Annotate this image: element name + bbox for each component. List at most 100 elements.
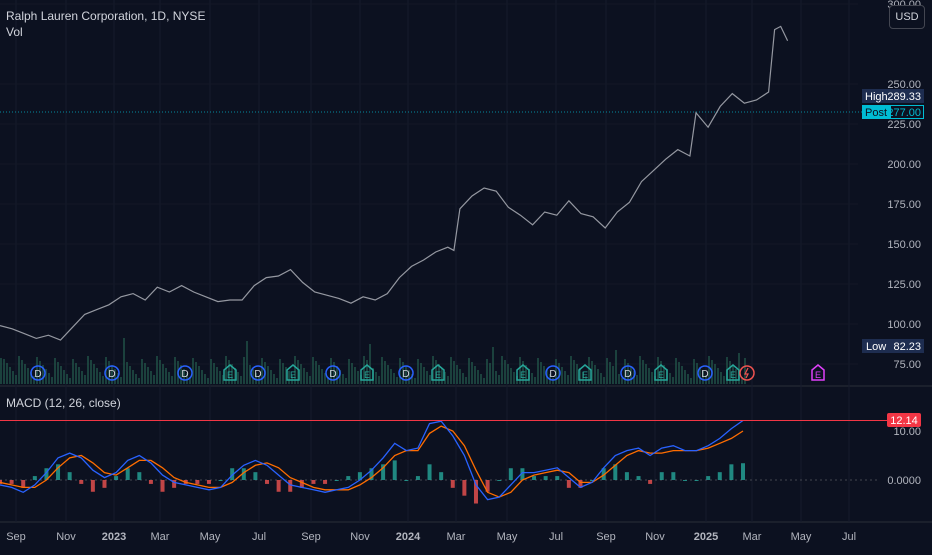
time-tick-label: Jul [252,531,266,543]
volume-bar [708,356,710,384]
volume-bar [345,378,347,384]
volume-bar [255,373,257,384]
volume-bar [636,375,638,384]
high-tag-value: 289.33 [887,91,921,103]
dividend-marker-label: D [402,369,409,380]
time-tick-label: Jul [842,531,856,543]
volume-bar [96,368,98,384]
volume-bar [597,369,599,384]
volume-bar [0,358,2,384]
macd-histogram-bar [682,480,687,481]
volume-bar [294,356,296,384]
volume-bar [723,376,725,384]
volume-bar [354,367,356,384]
volume-bar [600,373,602,384]
earnings-marker [654,364,668,381]
axis-layer: 325.00300.00250.00225.00200.00175.00150.… [6,0,921,543]
volume-legend[interactable]: Vol [6,25,23,39]
macd-histogram-bar [671,472,676,480]
macd-histogram-bar [369,468,374,480]
macd-histogram-bar [427,464,432,480]
symbol-title[interactable]: Ralph Lauren Corporation, 1D, NYSE [6,9,206,23]
volume-bar [120,377,122,384]
volume-bar [42,365,44,384]
macd-histogram-bar [543,476,548,480]
macd-histogram-bar [566,480,571,488]
earnings-marker [223,364,237,381]
earnings-marker-label: E [227,370,233,380]
volume-bar [309,376,311,384]
macd-histogram-bar [32,476,37,480]
currency-button[interactable]: USD [889,5,925,29]
price-tick-label: 200.00 [887,159,921,171]
earnings-marker [360,364,374,381]
volume-bar [477,370,479,384]
volume-bar [63,370,65,384]
macd-histogram-bar [415,476,420,480]
volume-bar [87,356,89,384]
macd-histogram-bar [323,480,328,484]
macd-histogram-bar [659,472,664,480]
volume-bar [402,362,404,384]
volume-bar [438,364,440,384]
volume-bar [663,365,665,384]
volume-bar [192,358,194,384]
volume-bar [609,362,611,384]
macd-histogram-bar [497,480,502,481]
volume-bar [378,376,380,384]
volume-bar [249,365,251,384]
volume-bars [0,338,746,384]
macd-histogram-bar [218,480,223,481]
volume-bar [348,359,350,384]
volume-bar [3,359,5,384]
volume-bar [588,357,590,384]
volume-bar [54,358,56,384]
volume-bar [450,357,452,384]
macd-histogram-bar [578,480,583,488]
volume-bar [603,377,605,384]
volume-bar [462,373,464,384]
volume-bar [213,363,215,384]
volume-bar [198,366,200,384]
volume-bar [675,358,677,384]
macd-histogram-bar [729,464,734,480]
macd-histogram-bar [21,480,26,488]
macd-tick-label: 0.0000 [887,475,921,487]
volume-bar [6,363,8,384]
volume-bar [162,364,164,384]
volume-bar [414,378,416,384]
volume-bar [222,375,224,384]
macd-histogram-bar [195,480,200,484]
earnings-marker [286,364,300,381]
volume-bar [669,373,671,384]
macd-histogram-bar [102,480,107,488]
volume-bar [60,366,62,384]
macd-legend[interactable]: MACD (12, 26, close) [6,396,121,410]
volume-bar [12,371,14,384]
dividend-marker [620,365,636,381]
macd-histogram-bar [439,472,444,480]
volume-bar [519,357,521,384]
volume-bar [90,360,92,384]
time-tick-label: 2025 [694,531,718,543]
volume-bar [102,376,104,384]
volume-bar [384,361,386,384]
macd-series [0,419,887,504]
macd-histogram-bar [265,480,270,484]
dividend-marker-label: D [108,369,115,380]
time-tick-label: May [497,531,518,543]
dividend-marker [250,365,266,381]
macd-histogram-bar [137,472,142,480]
post-tag-inner [891,106,923,118]
macd-histogram-bar [520,468,525,480]
volume-bar [75,363,77,384]
volume-bar [318,365,320,384]
volume-bar [315,361,317,384]
volume-bar [153,375,155,384]
volume-bar [573,360,575,384]
volume-bar [36,357,38,384]
volume-bar [732,365,734,384]
macd-histogram-bar [636,476,641,480]
split-marker-icon [744,367,749,379]
